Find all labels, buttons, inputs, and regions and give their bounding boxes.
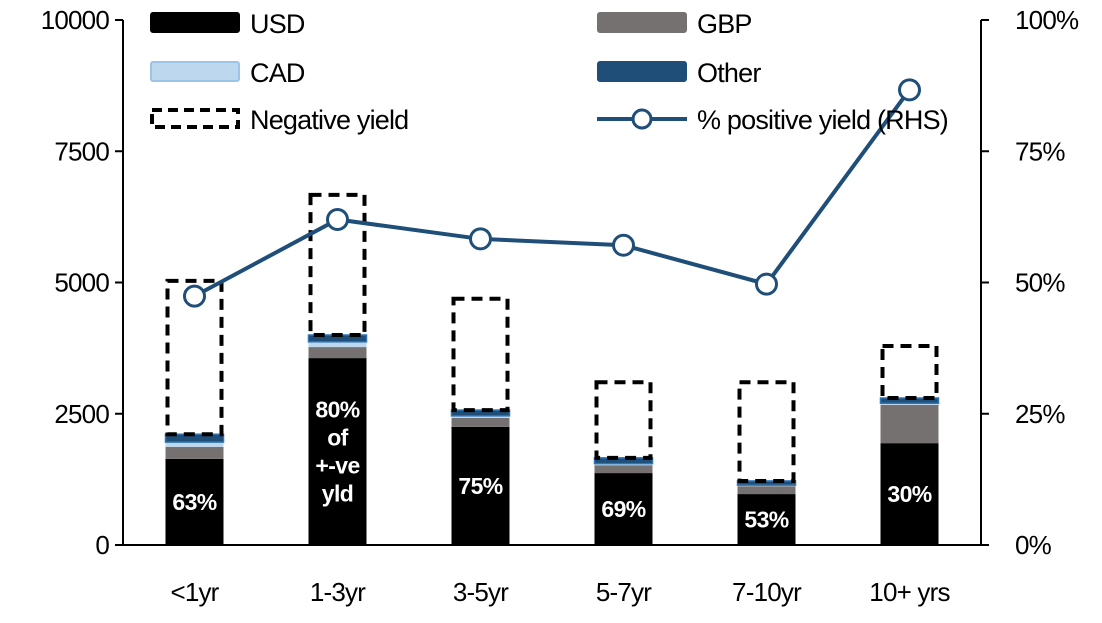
- legend-swatch-dashed: [150, 108, 240, 129]
- left-tick-label: 2500: [54, 399, 109, 429]
- legend-swatch: [150, 12, 240, 33]
- bar-segment-usd: [451, 426, 510, 545]
- legend-label: % positive yield (RHS): [697, 105, 948, 135]
- bar-segment-gbp: [165, 446, 224, 459]
- bar-segment-negative-yield: [451, 296, 510, 413]
- legend-item: % positive yield (RHS): [597, 105, 949, 135]
- legend-item: GBP: [597, 9, 752, 39]
- legend-item: Other: [597, 58, 762, 88]
- bar-segment-gbp: [451, 417, 510, 427]
- bar-data-label: 69%: [601, 496, 645, 522]
- line-point: [183, 284, 206, 308]
- bar-data-label: 63%: [172, 489, 216, 515]
- right-tick-label: 25%: [1015, 399, 1065, 429]
- bar-segment-negative-yield: [880, 344, 939, 400]
- left-tick-label: 5000: [54, 268, 109, 298]
- bar-segment-gbp: [737, 486, 796, 495]
- line-point: [898, 78, 921, 102]
- legend-label: Other: [697, 58, 761, 88]
- line-point: [612, 233, 635, 257]
- legend: USD GBP CAD Other Negative yield % positive y…: [150, 9, 949, 135]
- bar-data-label: 30%: [887, 481, 931, 507]
- bar-segment-gbp: [880, 404, 939, 444]
- x-tick-label: 3-5yr: [453, 577, 509, 607]
- bar-data-label: 75%: [458, 473, 502, 499]
- bar-segment-usd: [594, 473, 653, 545]
- right-tick-label: 100%: [1015, 5, 1079, 35]
- legend-marker: [631, 108, 653, 130]
- bar-data-label: +-ve: [315, 453, 359, 479]
- bar-segment-negative-yield: [308, 192, 367, 337]
- bar-data-label: of: [327, 425, 348, 451]
- right-tick-label: 75%: [1015, 136, 1065, 166]
- axes: 0 2500 5000 7500 10000 0% 25% 50% 75% 100% <1yr 1-3…: [41, 5, 1080, 607]
- bar-segment-other: [593, 457, 654, 465]
- x-tick-label: 7-10yr: [732, 577, 802, 607]
- bar-segment-usd: [308, 358, 367, 545]
- legend-item: CAD: [150, 58, 306, 88]
- bar-segment-cad: [451, 415, 510, 418]
- left-tick-label: 10000: [41, 5, 110, 35]
- bar-segment-negative-yield: [594, 380, 653, 460]
- x-tick-label: <1yr: [170, 577, 219, 607]
- legend-label: USD: [250, 9, 305, 39]
- bar-segment-other: [450, 409, 511, 417]
- legend-item: USD: [150, 9, 306, 39]
- line-path: [193, 88, 912, 298]
- bar-data-label: 80%: [315, 397, 359, 423]
- legend-item: Negative yield: [150, 105, 409, 135]
- bar-segment-gbp: [308, 347, 367, 359]
- bar-segment-negative-yield: [737, 380, 796, 483]
- line-point: [469, 227, 492, 251]
- legend-swatch: [597, 12, 687, 33]
- legend-label: CAD: [250, 58, 305, 88]
- left-tick-label: 0: [95, 530, 109, 560]
- bar-segment-cad: [880, 403, 939, 405]
- line-point: [326, 208, 349, 231]
- positive-yield-line: [183, 78, 921, 308]
- bar-segment-usd: [165, 458, 224, 545]
- bar-segment-usd: [737, 494, 796, 545]
- bar-segment-other: [736, 480, 797, 486]
- legend-swatch: [150, 61, 240, 82]
- bar-segment-usd: [880, 443, 939, 545]
- x-tick-label: 5-7yr: [596, 577, 652, 607]
- bar-segment-cad: [594, 463, 653, 466]
- left-tick-label: 7500: [54, 136, 109, 166]
- bar-data-label: 53%: [744, 507, 788, 533]
- right-tick-label: 0%: [1015, 530, 1052, 560]
- bar-data-label: yld: [322, 481, 353, 507]
- legend-swatch: [597, 61, 687, 82]
- bar-segment-cad: [308, 341, 367, 348]
- legend-label: GBP: [697, 9, 752, 39]
- bar-segment-gbp: [594, 465, 653, 474]
- right-tick-label: 50%: [1015, 268, 1065, 298]
- x-tick-label: 10+ yrs: [869, 577, 950, 607]
- x-tick-label: 1-3yr: [310, 577, 366, 607]
- bar-segment-negative-yield: [165, 278, 224, 437]
- legend-label: Negative yield: [250, 105, 408, 135]
- bars: [164, 192, 940, 545]
- line-point: [755, 272, 778, 296]
- bar-segment-cad: [165, 442, 224, 447]
